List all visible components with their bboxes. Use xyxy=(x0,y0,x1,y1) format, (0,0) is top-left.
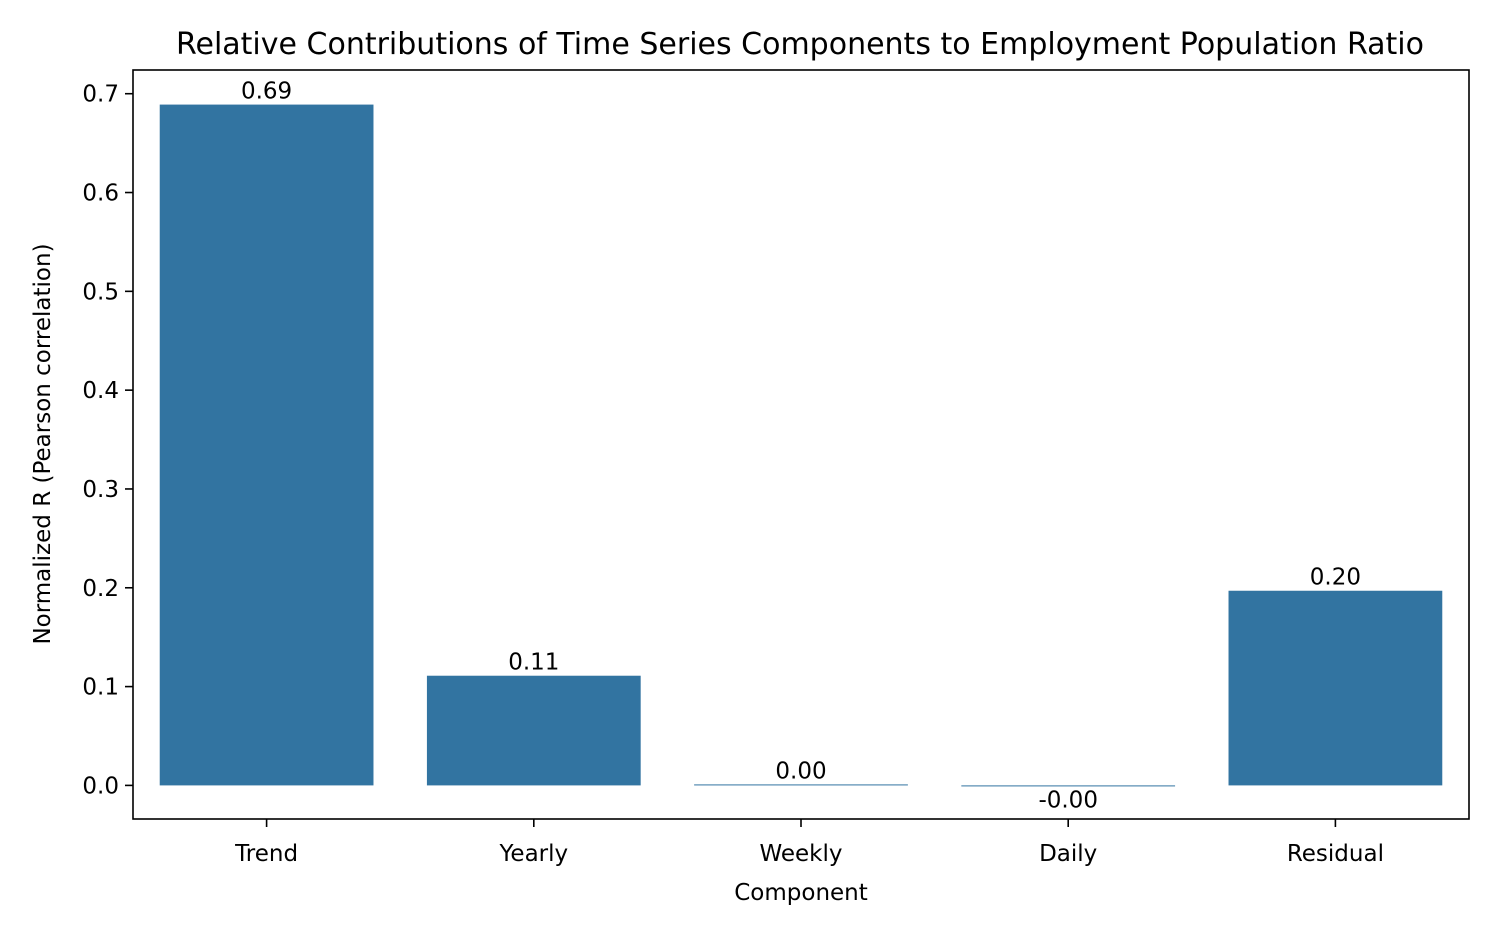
x-tick-label: Daily xyxy=(1039,841,1097,867)
bar-trend xyxy=(159,104,374,786)
y-tick-label: 0.6 xyxy=(82,181,119,207)
y-tick-label: 0.7 xyxy=(82,82,119,108)
axes-frame xyxy=(132,69,1470,820)
data-label: 0.20 xyxy=(1310,565,1361,591)
bar-daily xyxy=(961,785,1176,787)
data-label: -0.00 xyxy=(1038,787,1098,813)
data-label: 0.11 xyxy=(508,650,559,676)
y-axis-label: Normalized R (Pearson correlation) xyxy=(30,243,56,644)
chart-title: Relative Contributions of Time Series Co… xyxy=(176,27,1424,62)
x-axis-label: Component xyxy=(734,880,868,906)
x-tick-label: Trend xyxy=(234,841,298,867)
plot-area: 0.0 0.1 0.2 0.3 0.4 0.5 0.6 0.7 0.69 Trend 0.11 Yea… xyxy=(82,79,1443,867)
y-tick-label: 0.0 xyxy=(82,773,119,799)
y-tick-label: 0.1 xyxy=(82,675,119,701)
x-tick-label: Yearly xyxy=(498,841,568,867)
x-tick-label: Weekly xyxy=(759,841,842,867)
data-label: 0.69 xyxy=(241,79,292,105)
y-tick-label: 0.3 xyxy=(82,477,119,503)
y-tick-label: 0.2 xyxy=(82,576,119,602)
y-tick-label: 0.5 xyxy=(82,279,119,305)
y-tick-label: 0.4 xyxy=(82,378,119,404)
bar-yearly xyxy=(426,675,641,786)
data-label: 0.00 xyxy=(775,758,826,784)
x-tick-label: Residual xyxy=(1287,841,1384,867)
bar-weekly xyxy=(694,784,908,786)
bar-residual xyxy=(1228,590,1443,786)
